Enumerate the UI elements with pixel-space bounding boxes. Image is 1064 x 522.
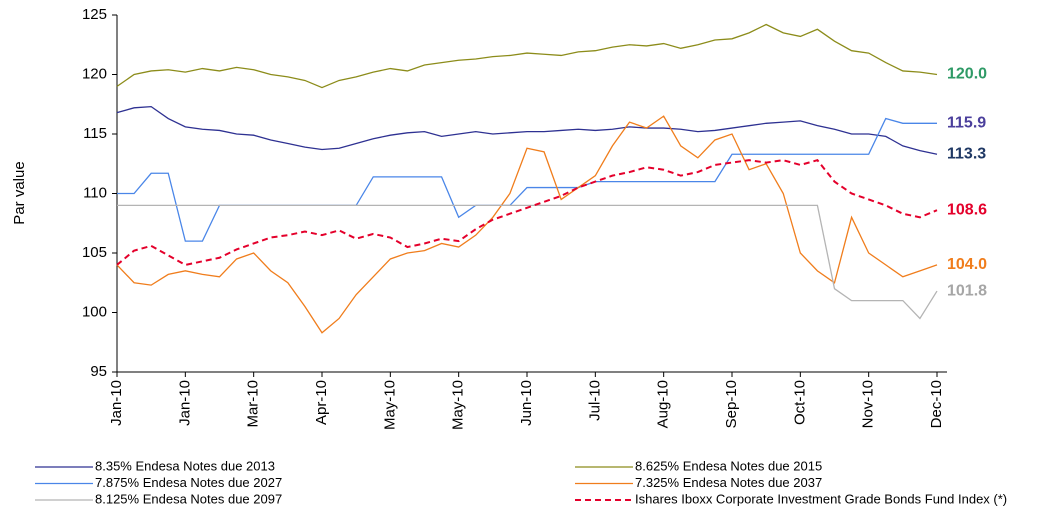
y-tick-label: 110 xyxy=(83,184,107,201)
end-label: 113.3 xyxy=(947,145,986,162)
series-line xyxy=(116,23,938,89)
legend-label: 8.35% Endesa Notes due 2013 xyxy=(95,458,275,473)
end-label: 115.9 xyxy=(947,115,986,132)
y-tick-label: 95 xyxy=(90,363,107,380)
legend-label: Ishares Iboxx Corporate Investment Grade… xyxy=(635,491,1007,506)
legend-label: 8.625% Endesa Notes due 2015 xyxy=(635,458,822,473)
series-line xyxy=(116,105,938,155)
y-tick-label: 125 xyxy=(82,6,107,23)
x-tick-label: Jan-10 xyxy=(176,380,193,426)
x-tick-label: Sep-10 xyxy=(723,380,740,428)
y-tick-label: 115 xyxy=(83,125,107,142)
x-tick-label: Dec-10 xyxy=(928,380,945,428)
x-tick-label: Jun-10 xyxy=(518,380,535,426)
x-tick-label: Aug-10 xyxy=(655,380,672,428)
series-line xyxy=(117,117,937,242)
legend-label: 7.875% Endesa Notes due 2027 xyxy=(95,475,282,490)
x-tick-label: May-10 xyxy=(381,380,398,430)
x-tick-label: Nov-10 xyxy=(860,380,877,428)
end-label: 101.8 xyxy=(947,282,987,299)
end-label: 104.0 xyxy=(947,256,987,273)
end-label: 120.0 xyxy=(947,66,987,83)
y-axis-label: Par value xyxy=(11,161,28,224)
x-tick-label: Mar-10 xyxy=(245,380,262,428)
series-line xyxy=(116,115,938,334)
y-tick-label: 120 xyxy=(82,65,107,82)
legend-label: 8.125% Endesa Notes due 2097 xyxy=(95,491,282,506)
x-tick-label: Apr-10 xyxy=(313,380,330,425)
end-label: 108.6 xyxy=(947,201,987,218)
x-tick-label: Jul-10 xyxy=(586,380,603,421)
x-tick-label: Oct-10 xyxy=(791,380,808,425)
y-tick-label: 100 xyxy=(82,303,107,320)
legend-label: 7.325% Endesa Notes due 2037 xyxy=(635,475,822,490)
x-tick-label: May-10 xyxy=(450,380,467,430)
x-tick-label: Jan-10 xyxy=(108,380,125,426)
series-line xyxy=(116,159,938,266)
series-line xyxy=(117,204,938,320)
y-tick-label: 105 xyxy=(82,244,107,261)
